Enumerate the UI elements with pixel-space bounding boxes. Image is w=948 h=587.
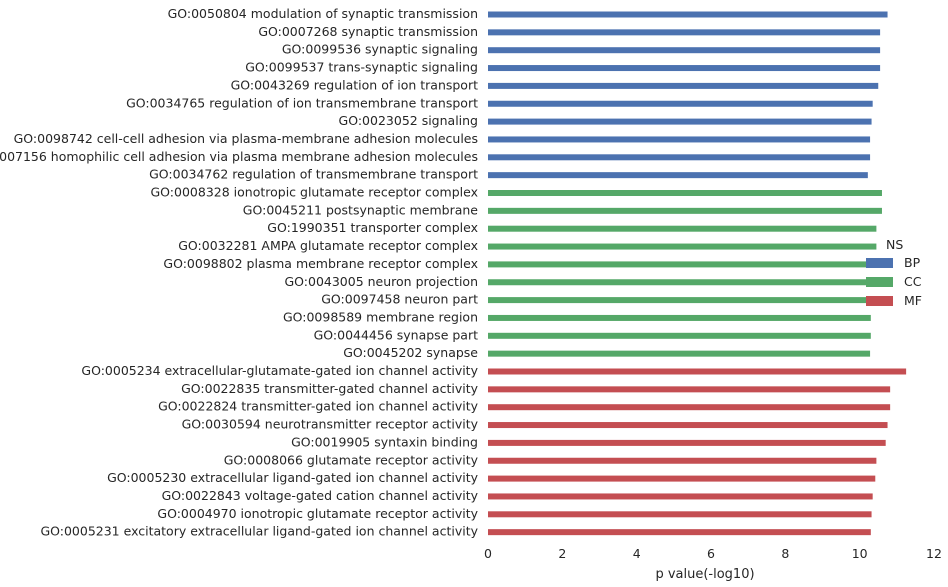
bar-cc	[488, 279, 874, 286]
bar-bp	[488, 118, 872, 125]
bar-bp	[488, 47, 881, 54]
category-label: GO:1990351 transporter complex	[267, 220, 478, 235]
category-label: GO:0004970 ionotropic glutamate receptor…	[157, 506, 478, 521]
bar-mf	[488, 475, 876, 482]
category-label: GO:0030594 neurotransmitter receptor act…	[182, 417, 479, 432]
bar-bp	[488, 154, 871, 161]
category-label: GO:0097458 neuron part	[321, 292, 478, 307]
bar-cc	[488, 225, 877, 232]
category-label: GO:0022835 transmitter-gated channel act…	[181, 381, 478, 396]
legend-swatch-mf	[866, 296, 893, 306]
category-label: GO:0045211 postsynaptic membrane	[243, 202, 479, 217]
category-label: GO:0099536 synaptic signaling	[282, 42, 478, 57]
bar-mf	[488, 439, 886, 446]
x-tick-label: 8	[781, 546, 789, 561]
bar-mf	[488, 422, 888, 429]
bar-cc	[488, 261, 876, 268]
category-label: GO:0019905 syntaxin binding	[291, 434, 478, 449]
bar-cc	[488, 190, 882, 196]
x-axis-ticks: 0 2 4 6 8 10 12	[484, 546, 942, 561]
x-tick-label: 4	[633, 546, 641, 561]
category-label: GO:0034762 regulation of transmembrane t…	[149, 167, 478, 182]
bar-cc	[488, 350, 871, 357]
bar-cc	[488, 314, 871, 321]
category-label: GO:0023052 signaling	[339, 113, 478, 128]
bar-bp	[488, 172, 868, 179]
category-label: GO:0043269 regulation of ion transport	[231, 77, 479, 92]
category-label: GO:0050804 modulation of synaptic transm…	[168, 6, 478, 21]
bar-bp	[488, 29, 881, 36]
category-label: GO:0098589 membrane region	[283, 309, 478, 324]
bar-mf	[488, 493, 873, 500]
bar-cc	[488, 243, 877, 250]
bar-mf	[488, 404, 891, 411]
bars-layer	[488, 11, 907, 536]
bar-bp	[488, 65, 881, 72]
legend-label-bp: BP	[904, 255, 921, 270]
category-label: GO:0005234 extracellular-glutamate-gated…	[81, 363, 478, 378]
bar-bp	[488, 136, 871, 143]
category-label: GO:0098742 cell-cell adhesion via plasma…	[14, 131, 478, 146]
bar-cc	[488, 332, 871, 339]
legend-label-mf: MF	[904, 293, 922, 308]
category-label: GO:0034765 regulation of ion transmembra…	[126, 95, 478, 110]
category-label: GO:0007156 homophilic cell adhesion via …	[0, 149, 478, 164]
bar-bp	[488, 82, 879, 89]
x-tick-label: 2	[558, 546, 566, 561]
category-label: GO:0044456 synapse part	[314, 327, 478, 342]
category-label: GO:0022824 transmitter-gated ion channel…	[158, 399, 479, 414]
category-label: GO:0099537 trans-synaptic signaling	[245, 60, 478, 75]
category-label: GO:0098802 plasma membrane receptor comp…	[163, 256, 478, 271]
category-label: GO:0008066 glutamate receptor activity	[224, 452, 479, 467]
category-label: GO:0005231 excitatory extracellular liga…	[40, 524, 478, 539]
x-axis-title: p value(-log10)	[655, 567, 754, 582]
category-label: GO:0008328 ionotropic glutamate receptor…	[151, 185, 479, 200]
category-label: GO:0045202 synapse	[343, 345, 478, 360]
category-label: GO:0032281 AMPA glutamate receptor compl…	[178, 238, 478, 253]
legend-swatch-cc	[866, 277, 893, 287]
bar-mf	[488, 368, 907, 375]
x-tick-label: 10	[852, 546, 868, 561]
legend-label-cc: CC	[904, 274, 922, 289]
bar-bp	[488, 100, 873, 107]
x-tick-label: 12	[926, 546, 942, 561]
x-tick-label: 0	[484, 546, 492, 561]
bar-bp	[488, 11, 888, 18]
category-label: GO:0043005 neuron projection	[284, 274, 478, 289]
legend-swatch-bp	[866, 258, 893, 268]
category-label: GO:0005230 extracellular ligand-gated io…	[107, 470, 479, 485]
bar-mf	[488, 457, 877, 464]
bar-mf	[488, 529, 871, 536]
category-label: GO:0022843 voltage-gated cation channel …	[162, 488, 479, 503]
bar-cc	[488, 207, 882, 214]
category-labels: GO:0050804 modulation of synaptic transm…	[0, 6, 479, 539]
bar-mf	[488, 511, 872, 518]
legend-title: NS	[886, 237, 903, 252]
x-tick-label: 6	[707, 546, 715, 561]
category-label: GO:0007268 synaptic transmission	[258, 24, 478, 39]
bar-cc	[488, 297, 873, 304]
bar-mf	[488, 386, 891, 393]
